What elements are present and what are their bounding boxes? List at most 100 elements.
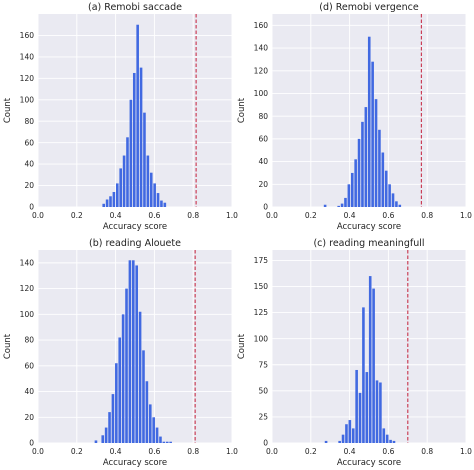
histogram-bar [121,314,125,443]
x-tick-label: 0.8 [187,211,199,220]
histogram-bar [105,199,109,207]
x-tick-label: 0.2 [71,447,83,456]
x-axis-label: Accuracy score [103,458,167,468]
x-tick-label: 0.0 [32,211,44,220]
y-tick-label: 175 [254,256,269,265]
histogram-bar [392,440,396,443]
histogram-bar [351,428,355,443]
histogram-bar [374,99,378,207]
y-tick-label: 100 [20,310,35,319]
histogram-bar [338,440,341,443]
histogram-bar [357,138,361,207]
y-axis-label: Count [3,97,13,123]
y-tick-label: 0 [263,203,268,212]
histogram-bar [372,288,375,443]
y-tick-label: 125 [254,308,269,317]
y-tick-label: 0 [29,439,34,448]
x-tick-label: 0.4 [344,211,356,220]
histogram-bar [108,412,111,443]
histogram-bar [111,394,115,443]
histogram-bar [116,183,119,207]
y-tick-label: 120 [20,284,35,293]
y-tick-label: 60 [24,361,34,370]
x-axis-label: Accuracy score [337,222,401,232]
x-tick-label: 0.6 [382,447,394,456]
chart-title: (c) reading meaningfull [313,238,424,249]
x-tick-label: 0.6 [148,447,160,456]
histogram-bar [115,363,118,443]
histogram-bar [381,152,385,207]
chart-title: (a) Remobi saccade [88,2,182,13]
histogram-bar [160,200,163,207]
histogram-bar [128,260,132,443]
histogram-bar [398,204,402,207]
histogram-bar [159,436,162,443]
histogram-bar [358,392,362,443]
histogram-bar [162,441,166,443]
histogram-bar [350,172,354,207]
x-axis-label: Accuracy score [103,222,167,232]
histogram-bar [145,381,149,443]
y-tick-label: 80 [258,112,268,121]
histogram-bar [155,427,159,443]
y-tick-label: 0 [29,203,34,212]
histogram-bar [146,155,150,207]
y-tick-label: 60 [258,134,268,143]
y-tick-label: 150 [254,282,269,291]
y-tick-label: 25 [258,413,268,422]
y-tick-label: 160 [254,21,269,30]
histogram-bar [378,129,381,207]
x-tick-label: 1.0 [226,211,238,220]
histogram-bar [341,434,345,443]
histogram-bar [104,427,108,443]
x-tick-label: 0.0 [266,447,278,456]
histogram-bar [379,382,382,443]
y-tick-label: 140 [20,258,35,267]
y-tick-label: 20 [258,180,268,189]
x-tick-label: 1.0 [226,447,238,456]
histogram-bar [371,61,374,207]
histogram-bar [348,420,352,443]
histogram-bar [384,170,388,207]
histogram-bar [136,24,139,207]
histogram-bar [119,168,122,207]
histogram-bar [125,288,128,443]
y-tick-label: 40 [258,157,268,166]
histogram-bar [101,435,105,443]
histogram-bar [109,196,112,207]
chart-panel-3: 0.0 0.2 0.4 0.6 0.8 1.0 0 20 40 60 80 100 120 140 (b) … [3,238,238,468]
histogram-bar [142,350,145,443]
histogram-bar [102,203,106,207]
histogram-bar [148,404,152,443]
y-tick-label: 80 [24,117,34,126]
histogram-bar [156,193,160,207]
x-tick-label: 0.6 [148,211,160,220]
histogram-bar [361,121,364,207]
y-tick-label: 100 [20,95,35,104]
histogram-bar [368,276,372,443]
x-tick-label: 0.4 [344,447,356,456]
y-tick-label: 40 [24,160,34,169]
histogram-bar [391,193,395,207]
histogram-bar [345,424,348,443]
histogram-bar [135,265,138,443]
histogram-bar [364,107,368,207]
x-tick-label: 0.8 [421,211,433,220]
y-tick-label: 120 [254,66,269,75]
y-tick-label: 20 [24,181,34,190]
histogram-bar [129,99,133,207]
chart-panel-2: 0.0 0.2 0.4 0.6 0.8 1.0 0 20 40 60 80 100 120 140 160 (… [237,2,472,232]
x-tick-label: 1.0 [460,211,472,220]
histogram-bar [152,417,155,443]
histogram-bar [375,380,379,443]
histogram-bar [149,172,153,207]
histogram-bar [153,183,156,207]
x-tick-label: 0.4 [110,447,122,456]
y-axis-label: Count [237,97,247,123]
histogram-bar [323,204,327,207]
x-tick-label: 0.8 [421,447,433,456]
chart-title: (d) Remobi vergence [319,2,419,13]
x-tick-label: 1.0 [460,447,472,456]
y-axis-label: Count [237,333,247,359]
